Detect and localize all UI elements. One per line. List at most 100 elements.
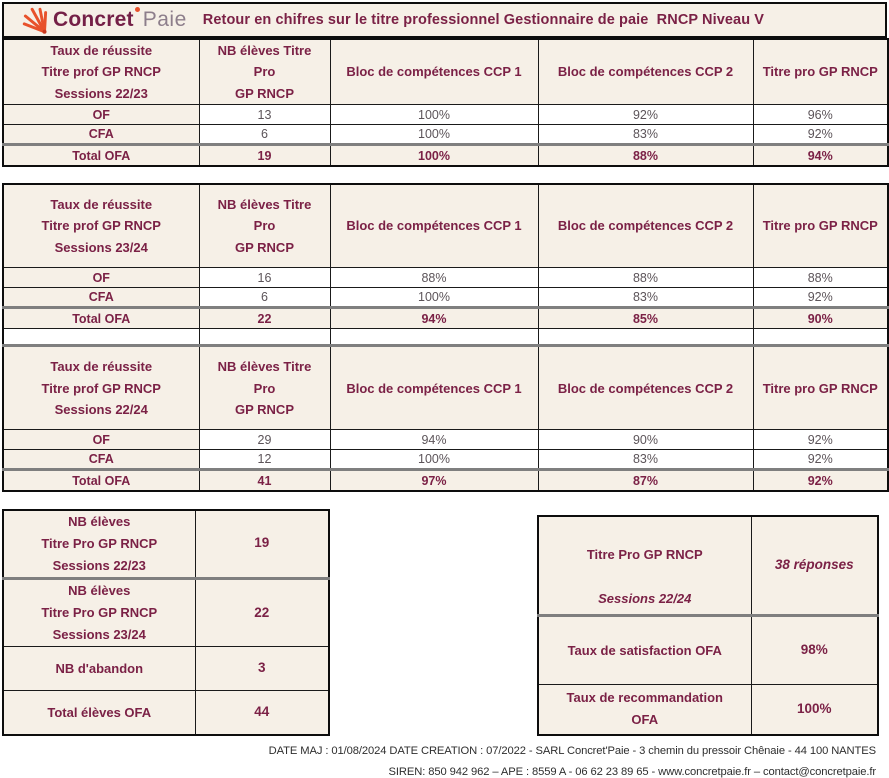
cell-ccp2: 83% <box>537 449 754 471</box>
cell-ccp2: 88% <box>537 267 754 289</box>
table-row-taux-recommandation: Taux de recommandation OFA 100% <box>537 683 879 736</box>
header-cell-titre-pro: Titre pro GP RNCP <box>752 38 889 106</box>
bottom-zone: NB élèves Titre Pro GP RNCP Sessions 22/… <box>2 508 887 736</box>
table-header-row: Taux de réussite Titre prof GP RNCP Sess… <box>2 345 889 431</box>
cell-titre: 94% <box>752 143 889 167</box>
header-cell-ccp1: Bloc de compétences CCP 1 <box>329 345 539 431</box>
cell-ccp1: 94% <box>329 429 539 451</box>
row-label: OF <box>2 429 200 451</box>
header-cell-taux-reussite: Taux de réussite Titre prof GP RNCP Sess… <box>2 183 200 269</box>
page-title: Retour en chifres sur le titre professio… <box>202 12 765 28</box>
row-label: OF <box>2 267 200 289</box>
row-label: NB élèves Titre Pro GP RNCP Sessions 22/… <box>2 509 196 580</box>
row-label: CFA <box>2 449 200 471</box>
students-count-table: NB élèves Titre Pro GP RNCP Sessions 22/… <box>2 508 330 736</box>
brand-logo: Concret Paie <box>22 6 187 34</box>
table-row-of: OF 16 88% 88% 88% <box>2 267 889 289</box>
cell-ccp2: 85% <box>537 306 754 330</box>
cell-titre: 92% <box>752 449 889 471</box>
table-row-cfa: CFA 6 100% 83% 92% <box>2 124 889 146</box>
cell-nb: 19 <box>198 143 331 167</box>
table-row-titre-pro-2224: Titre Pro GP RNCP Sessions 22/24 38 répo… <box>537 515 879 617</box>
table-row-total-ofa: Total OFA 22 94% 85% 90% <box>2 306 889 330</box>
table-row-of: OF 13 100% 92% 96% <box>2 104 889 126</box>
cell-ccp2: 83% <box>537 287 754 309</box>
row-label: Total OFA <box>2 306 200 330</box>
cell-titre: 92% <box>752 124 889 146</box>
spacer <box>2 167 887 183</box>
row-label: NB d'abandon <box>2 646 196 692</box>
cell-value: 38 réponses <box>750 515 879 617</box>
table-row-total-eleves: Total élèves OFA 44 <box>2 690 330 736</box>
cell-ccp2: 88% <box>537 143 754 167</box>
cell-value: 44 <box>194 690 330 736</box>
cell-titre: 88% <box>752 267 889 289</box>
header-cell-nb-eleves: NB élèves Titre Pro GP RNCP <box>198 38 331 106</box>
header-cell-ccp2: Bloc de compétences CCP 2 <box>537 38 754 106</box>
cell-value: 100% <box>750 683 879 736</box>
cell-value: 22 <box>194 577 330 648</box>
starburst-icon <box>22 7 48 34</box>
table-row-nb-eleves-2223: NB élèves Titre Pro GP RNCP Sessions 22/… <box>2 509 330 580</box>
footer-line-2: SIREN: 850 942 962 – APE : 8559 A - 06 6… <box>388 765 877 778</box>
header-cell-titre-pro: Titre pro GP RNCP <box>752 345 889 431</box>
header-cell-nb-eleves: NB élèves Titre Pro GP RNCP <box>198 345 331 431</box>
brand-name: Concret <box>53 8 134 31</box>
header-bar: Concret Paie Retour en chifres sur le tit… <box>2 2 887 38</box>
cell-ccp1: 100% <box>329 124 539 146</box>
cell-nb: 6 <box>198 287 331 309</box>
row-label: Total élèves OFA <box>2 690 196 736</box>
row-label: CFA <box>2 124 200 146</box>
results-table-sessions-22-23: Taux de réussite Titre prof GP RNCP Sess… <box>2 38 889 167</box>
header-cell-taux-reussite: Taux de réussite Titre prof GP RNCP Sess… <box>2 38 200 106</box>
row-label-main: Titre Pro GP RNCP <box>586 546 703 562</box>
satisfaction-table: Titre Pro GP RNCP Sessions 22/24 38 répo… <box>537 514 879 736</box>
cell-ccp2: 92% <box>537 104 754 126</box>
header-cell-ccp1: Bloc de compétences CCP 1 <box>329 38 539 106</box>
cell-titre: 92% <box>752 429 889 451</box>
row-label: Total OFA <box>2 143 200 167</box>
row-label: Total OFA <box>2 468 200 492</box>
cell-ccp1: 100% <box>329 287 539 309</box>
row-label: Taux de recommandation OFA <box>537 683 752 736</box>
cell-nb: 13 <box>198 104 331 126</box>
header-cell-ccp2: Bloc de compétences CCP 2 <box>537 345 754 431</box>
brand-dot-icon <box>134 6 140 12</box>
cell-ccp2: 83% <box>537 124 754 146</box>
cell-titre: 90% <box>752 306 889 330</box>
cell-ccp1: 100% <box>329 104 539 126</box>
results-table-sessions-23-24-and-22-24: Taux de réussite Titre prof GP RNCP Sess… <box>2 182 889 492</box>
row-label: CFA <box>2 287 200 309</box>
header-cell-titre-pro: Titre pro GP RNCP <box>752 183 889 269</box>
cell-nb: 12 <box>198 449 331 471</box>
blank-grid-row <box>2 328 889 348</box>
cell-ccp1: 88% <box>329 267 539 289</box>
brand-suffix: Paie <box>142 8 187 31</box>
table-row-cfa: CFA 12 100% 83% 92% <box>2 449 889 471</box>
row-label: Taux de satisfaction OFA <box>537 614 752 685</box>
cell-ccp1: 94% <box>329 306 539 330</box>
cell-value: 19 <box>194 509 330 580</box>
header-cell-ccp1: Bloc de compétences CCP 1 <box>329 183 539 269</box>
cell-titre: 92% <box>752 287 889 309</box>
table-row-of: OF 29 94% 90% 92% <box>2 429 889 451</box>
row-label: OF <box>2 104 200 126</box>
footer: DATE MAJ : 01/08/2024 DATE CREATION : 07… <box>2 741 887 778</box>
cell-ccp1: 97% <box>329 468 539 492</box>
cell-titre: 92% <box>752 468 889 492</box>
table-row-cfa: CFA 6 100% 83% 92% <box>2 287 889 309</box>
row-label: NB élèves Titre Pro GP RNCP Sessions 23/… <box>2 577 196 648</box>
header-cell-ccp2: Bloc de compétences CCP 2 <box>537 183 754 269</box>
cell-nb: 29 <box>198 429 331 451</box>
cell-ccp1: 100% <box>329 143 539 167</box>
table-row-nb-eleves-2324: NB élèves Titre Pro GP RNCP Sessions 23/… <box>2 577 330 648</box>
cell-nb: 41 <box>198 468 331 492</box>
header-cell-nb-eleves: NB élèves Titre Pro GP RNCP <box>198 183 331 269</box>
row-label: Titre Pro GP RNCP Sessions 22/24 <box>537 515 752 617</box>
cell-ccp2: 87% <box>537 468 754 492</box>
cell-ccp1: 100% <box>329 449 539 471</box>
cell-value: 3 <box>194 646 330 692</box>
table-row-nb-abandon: NB d'abandon 3 <box>2 646 330 692</box>
table-row-taux-satisfaction: Taux de satisfaction OFA 98% <box>537 614 879 685</box>
